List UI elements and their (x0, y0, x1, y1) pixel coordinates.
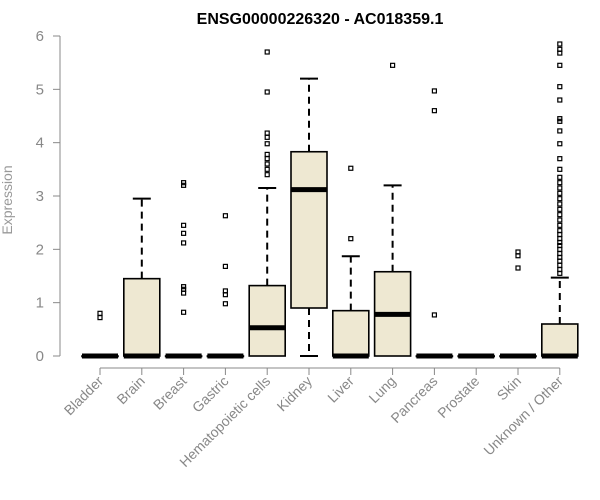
outlier-point (264, 161, 270, 167)
x-tick-label: Breast (150, 373, 190, 413)
outlier-point (181, 284, 187, 290)
outlier-point (431, 88, 437, 94)
x-tick-label: Skin (494, 373, 525, 404)
outlier-point (557, 185, 563, 191)
outlier-point (557, 190, 563, 196)
x-tick-label: Bladder (61, 373, 107, 419)
box-hematopoietic-cells (248, 49, 286, 357)
outlier-point (222, 213, 228, 219)
outlier-point (222, 263, 228, 269)
outlier-point (97, 310, 103, 316)
outlier-point (557, 243, 563, 249)
outlier-point (264, 172, 270, 178)
outlier-point (264, 130, 270, 136)
box-brain (123, 197, 161, 359)
box-prostate (457, 353, 496, 359)
outlier-point (515, 265, 521, 271)
y-tick-label: 2 (36, 241, 44, 258)
outlier-point (557, 141, 563, 147)
boxes-group (81, 41, 579, 359)
outlier-point (97, 315, 103, 321)
box-pancreas (415, 88, 454, 359)
box-lung (373, 62, 412, 357)
outlier-point (431, 108, 437, 114)
outlier-point (557, 62, 563, 68)
outlier-point (181, 230, 187, 236)
box-breast (164, 180, 203, 359)
outlier-point (222, 301, 228, 307)
outlier-point (557, 156, 563, 162)
outlier-point (348, 165, 354, 171)
outlier-point (181, 240, 187, 246)
box-kidney (290, 77, 328, 357)
x-tick-label: Prostate (434, 373, 482, 421)
outlier-point (557, 262, 563, 268)
y-axis-label: Expression (0, 165, 15, 234)
y-axis: 0 1 2 3 4 5 6 (36, 28, 61, 365)
outlier-point (557, 196, 563, 202)
box-unknown-other (540, 41, 579, 359)
chart-title: ENSG00000226320 - AC018359.1 (197, 11, 444, 28)
outlier-point (181, 222, 187, 228)
outlier-point (264, 49, 270, 55)
outlier-point (557, 174, 563, 180)
x-tick-label: Lung (365, 373, 398, 406)
box-liver (331, 165, 370, 359)
outlier-point (557, 128, 563, 134)
outlier-point (557, 166, 563, 172)
x-tick-label: Liver (324, 373, 357, 406)
iqr-box (123, 277, 161, 357)
outlier-point (557, 84, 563, 90)
outlier-point (515, 249, 521, 255)
iqr-box (331, 309, 370, 357)
outlier-point (264, 151, 270, 157)
outlier-point (557, 116, 563, 122)
outlier-point (557, 201, 563, 207)
outlier-point (264, 156, 270, 162)
x-tick-label: Kidney (274, 373, 316, 415)
x-tick-label: Unknown / Other (480, 373, 566, 459)
outlier-point (181, 286, 187, 292)
x-tick-label: Brain (113, 373, 147, 407)
outlier-point (181, 180, 187, 186)
outlier-point (557, 206, 563, 212)
outlier-point (222, 288, 228, 294)
y-tick-label: 5 (36, 81, 44, 98)
outlier-point (557, 228, 563, 234)
outlier-point (557, 180, 563, 186)
outlier-point (557, 217, 563, 223)
y-tick-label: 1 (36, 295, 44, 312)
y-tick-label: 4 (36, 135, 44, 152)
outlier-point (264, 141, 270, 147)
y-tick-label: 0 (36, 348, 44, 365)
outlier-point (181, 309, 187, 315)
outlier-point (431, 312, 437, 318)
box-skin (499, 249, 537, 359)
outlier-point (557, 97, 563, 103)
outlier-point (557, 41, 563, 47)
outlier-point (557, 212, 563, 218)
y-tick-label: 3 (36, 188, 44, 205)
y-tick-label: 6 (36, 28, 44, 45)
iqr-box (290, 150, 328, 309)
outlier-point (264, 89, 270, 95)
outlier-point (557, 118, 563, 124)
outlier-point (264, 134, 270, 140)
outlier-point (181, 182, 187, 188)
box-gastric (206, 213, 245, 359)
iqr-box (540, 323, 579, 357)
outlier-point (264, 166, 270, 172)
outlier-point (557, 46, 563, 52)
outlier-point (557, 222, 563, 228)
iqr-box (248, 284, 286, 357)
outlier-point (390, 62, 396, 68)
outlier-point (348, 236, 354, 242)
box-bladder (81, 310, 119, 359)
